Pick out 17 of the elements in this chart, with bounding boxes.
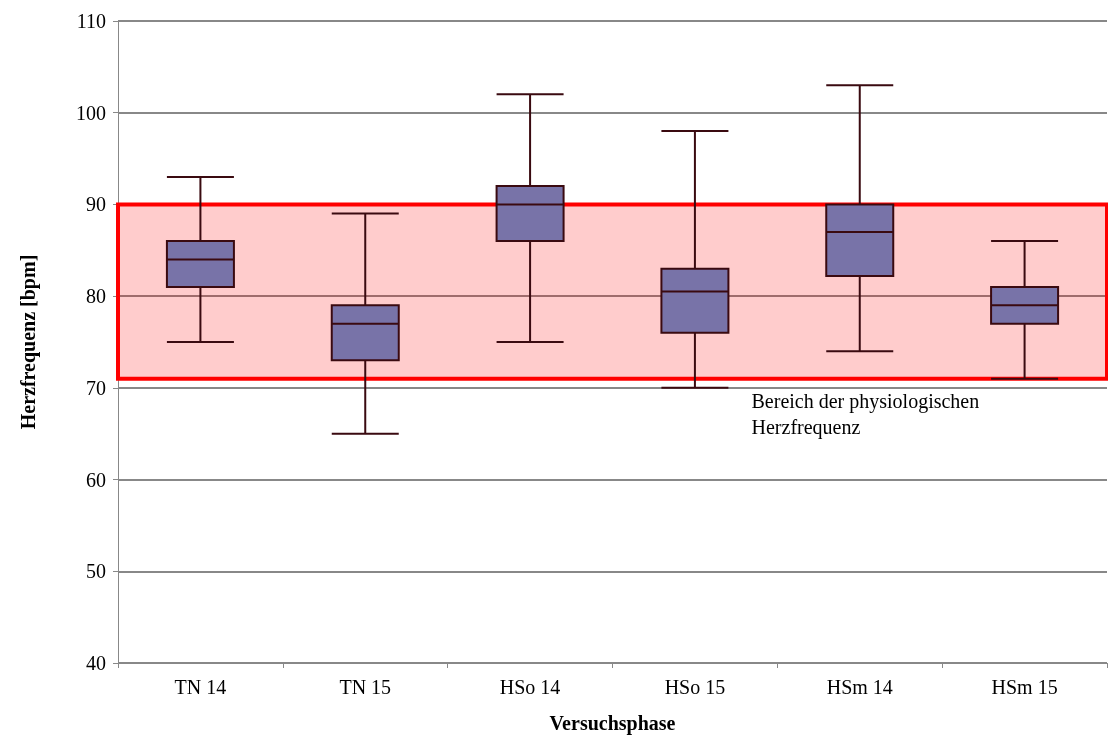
x-tick-label: TN 15 [339,676,392,698]
y-tick-label: 60 [86,468,106,491]
y-tick-label: 50 [86,560,106,583]
y-tick-label: 40 [86,652,106,674]
x-tick-label: HSo 14 [499,676,561,698]
x-tick-label: TN 14 [174,676,227,698]
x-tick-label: HSm 15 [991,676,1058,698]
y-tick-label: 110 [76,10,106,32]
y-tick-label: 100 [76,101,106,124]
x-tick-label: HSo 15 [664,676,726,698]
y-tick-label: 70 [86,376,106,399]
band-label: Bereich der physiologischen Herzfrequenz [751,389,980,439]
y-tick-label: 80 [86,285,106,308]
y-axis-title: Herzfrequenz [bpm] [17,254,40,430]
x-axis-title: Versuchsphase [549,712,676,735]
x-tick-label: HSm 14 [826,676,893,698]
y-tick-label: 90 [86,193,106,216]
